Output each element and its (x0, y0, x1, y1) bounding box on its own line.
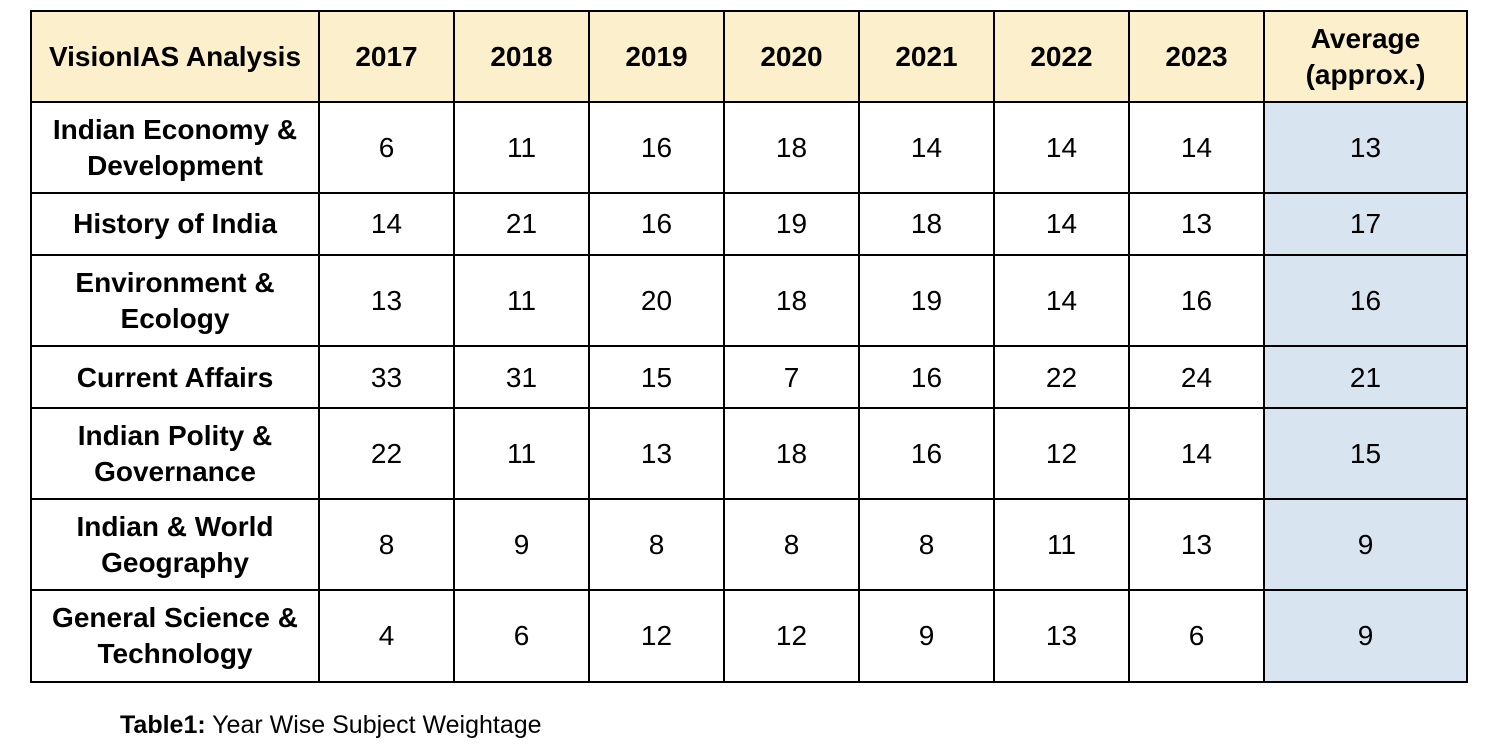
value-cell: 18 (858, 192, 995, 257)
value-cell: 13 (993, 589, 1130, 683)
value-cell: 13 (318, 254, 455, 348)
value-cell: 24 (1128, 345, 1265, 410)
value-cell: 4 (318, 589, 455, 683)
table-row: Current Affairs 33 31 15 7 16 22 24 21 (30, 345, 1468, 410)
value-cell: 19 (723, 192, 860, 257)
header-cell-average: Average (approx.) (1263, 9, 1468, 104)
value-cell: 14 (1128, 407, 1265, 501)
value-cell: 14 (318, 192, 455, 257)
value-cell: 12 (588, 589, 725, 683)
value-cell: 9 (453, 498, 590, 592)
header-cell-2018: 2018 (453, 9, 590, 104)
value-cell: 16 (1128, 254, 1265, 348)
value-cell: 16 (588, 101, 725, 195)
value-cell: 18 (723, 101, 860, 195)
value-cell: 11 (453, 101, 590, 195)
subject-cell: Indian & World Geography (30, 498, 320, 592)
table-row: History of India 14 21 16 19 18 14 13 17 (30, 192, 1468, 257)
average-cell: 21 (1263, 345, 1468, 410)
value-cell: 13 (1128, 192, 1265, 257)
header-cell-2020: 2020 (723, 9, 860, 104)
value-cell: 6 (318, 101, 455, 195)
value-cell: 12 (993, 407, 1130, 501)
value-cell: 12 (723, 589, 860, 683)
value-cell: 16 (858, 407, 995, 501)
table-caption-text: Year Wise Subject Weightage (212, 710, 542, 739)
value-cell: 13 (588, 407, 725, 501)
value-cell: 11 (453, 407, 590, 501)
header-cell-2019: 2019 (588, 9, 725, 104)
header-cell-2022: 2022 (993, 9, 1130, 104)
subject-weightage-table: VisionIAS Analysis 2017 2018 2019 2020 2… (30, 9, 1468, 683)
subject-cell: Current Affairs (30, 345, 320, 410)
average-cell: 9 (1263, 589, 1468, 683)
value-cell: 33 (318, 345, 455, 410)
header-cell-analysis: VisionIAS Analysis (30, 9, 320, 104)
value-cell: 14 (1128, 101, 1265, 195)
value-cell: 7 (723, 345, 860, 410)
average-cell: 16 (1263, 254, 1468, 348)
value-cell: 15 (588, 345, 725, 410)
value-cell: 18 (723, 407, 860, 501)
table-caption: Table1: Year Wise Subject Weightage (120, 711, 1466, 740)
table-row: Indian & World Geography 8 9 8 8 8 11 13… (30, 498, 1468, 592)
value-cell: 14 (858, 101, 995, 195)
table-row: General Science & Technology 4 6 12 12 9… (30, 589, 1468, 683)
value-cell: 14 (993, 254, 1130, 348)
value-cell: 11 (993, 498, 1130, 592)
value-cell: 8 (588, 498, 725, 592)
value-cell: 31 (453, 345, 590, 410)
value-cell: 22 (993, 345, 1130, 410)
table-row: Indian Polity & Governance 22 11 13 18 1… (30, 407, 1468, 501)
header-cell-2021: 2021 (858, 9, 995, 104)
value-cell: 8 (318, 498, 455, 592)
value-cell: 19 (858, 254, 995, 348)
average-cell: 9 (1263, 498, 1468, 592)
table-row: Indian Economy & Development 6 11 16 18 … (30, 101, 1468, 195)
value-cell: 18 (723, 254, 860, 348)
header-cell-2017: 2017 (318, 9, 455, 104)
value-cell: 20 (588, 254, 725, 348)
table-caption-label: Table1: (120, 710, 206, 739)
average-cell: 15 (1263, 407, 1468, 501)
subject-cell: Indian Polity & Governance (30, 407, 320, 501)
average-cell: 17 (1263, 192, 1468, 257)
value-cell: 6 (453, 589, 590, 683)
header-cell-2023: 2023 (1128, 9, 1265, 104)
table-header-row: VisionIAS Analysis 2017 2018 2019 2020 2… (30, 9, 1468, 104)
value-cell: 6 (1128, 589, 1265, 683)
value-cell: 14 (993, 101, 1130, 195)
value-cell: 16 (858, 345, 995, 410)
value-cell: 21 (453, 192, 590, 257)
value-cell: 9 (858, 589, 995, 683)
value-cell: 22 (318, 407, 455, 501)
value-cell: 16 (588, 192, 725, 257)
subject-cell: General Science & Technology (30, 589, 320, 683)
value-cell: 14 (993, 192, 1130, 257)
subject-cell: Environment & Ecology (30, 254, 320, 348)
subject-cell: Indian Economy & Development (30, 101, 320, 195)
average-cell: 13 (1263, 101, 1468, 195)
value-cell: 11 (453, 254, 590, 348)
value-cell: 8 (723, 498, 860, 592)
value-cell: 8 (858, 498, 995, 592)
subject-cell: History of India (30, 192, 320, 257)
table-row: Environment & Ecology 13 11 20 18 19 14 … (30, 254, 1468, 348)
value-cell: 13 (1128, 498, 1265, 592)
